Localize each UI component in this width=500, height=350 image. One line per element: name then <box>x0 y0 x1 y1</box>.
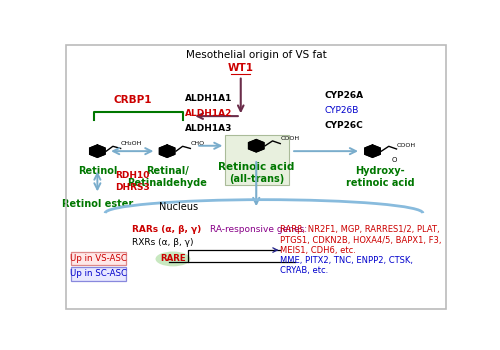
Text: Mesothelial origin of VS fat: Mesothelial origin of VS fat <box>186 50 326 60</box>
Text: RARs (α, β, γ): RARs (α, β, γ) <box>132 225 202 234</box>
Ellipse shape <box>156 252 190 266</box>
Polygon shape <box>160 145 175 158</box>
Text: COOH: COOH <box>280 136 300 141</box>
Text: Up in SC-ASC: Up in SC-ASC <box>70 269 126 278</box>
Text: retinoic acid: retinoic acid <box>346 177 414 188</box>
Text: RARE: RARE <box>160 254 186 264</box>
Text: CYP26B: CYP26B <box>324 106 358 115</box>
FancyBboxPatch shape <box>225 135 289 185</box>
Polygon shape <box>90 145 105 158</box>
Text: COOH: COOH <box>397 143 416 148</box>
Text: Retinol ester: Retinol ester <box>62 199 133 209</box>
Text: Retinal/: Retinal/ <box>146 166 188 176</box>
Text: Hydroxy-: Hydroxy- <box>356 166 405 176</box>
Text: RA-responsive genes:: RA-responsive genes: <box>210 225 307 234</box>
Text: O: O <box>391 157 396 163</box>
Text: ALDH1A2: ALDH1A2 <box>184 109 232 118</box>
Text: (all-trans): (all-trans) <box>228 174 284 184</box>
Text: CYP26C: CYP26C <box>324 121 363 130</box>
Text: RARβ, NR2F1, MGP, RARRES1/2, PLAT,: RARβ, NR2F1, MGP, RARRES1/2, PLAT, <box>280 225 439 234</box>
Text: MME, PITX2, TNC, ENPP2, CTSK,: MME, PITX2, TNC, ENPP2, CTSK, <box>280 256 412 265</box>
FancyBboxPatch shape <box>71 252 126 265</box>
Text: MEIS1, CDH6, etc.: MEIS1, CDH6, etc. <box>280 246 355 255</box>
Polygon shape <box>365 145 380 158</box>
Text: ALDH1A3: ALDH1A3 <box>184 124 232 133</box>
Text: PTGS1, CDKN2B, HOXA4/5, BAPX1, F3,: PTGS1, CDKN2B, HOXA4/5, BAPX1, F3, <box>280 236 441 245</box>
Text: CH₂OH: CH₂OH <box>120 141 142 146</box>
Text: CRYAB, etc.: CRYAB, etc. <box>280 266 328 275</box>
Text: ALDH1A1: ALDH1A1 <box>184 94 232 103</box>
Text: DHRS3: DHRS3 <box>115 183 150 192</box>
Text: Retinoic acid: Retinoic acid <box>218 162 294 172</box>
Text: CHO: CHO <box>190 141 204 146</box>
Text: CRBP1: CRBP1 <box>113 95 152 105</box>
Polygon shape <box>248 140 264 152</box>
Text: CYP26A: CYP26A <box>324 91 363 100</box>
Text: Retinaldehyde: Retinaldehyde <box>127 177 207 188</box>
FancyBboxPatch shape <box>71 267 126 280</box>
Text: RXRs (α, β, γ): RXRs (α, β, γ) <box>132 238 194 247</box>
Text: Retinol: Retinol <box>78 166 117 176</box>
Text: RDH10: RDH10 <box>115 172 150 180</box>
Text: Nucleus: Nucleus <box>159 202 198 212</box>
Text: WT1: WT1 <box>228 63 254 73</box>
Text: Up in VS-ASC: Up in VS-ASC <box>70 254 126 263</box>
